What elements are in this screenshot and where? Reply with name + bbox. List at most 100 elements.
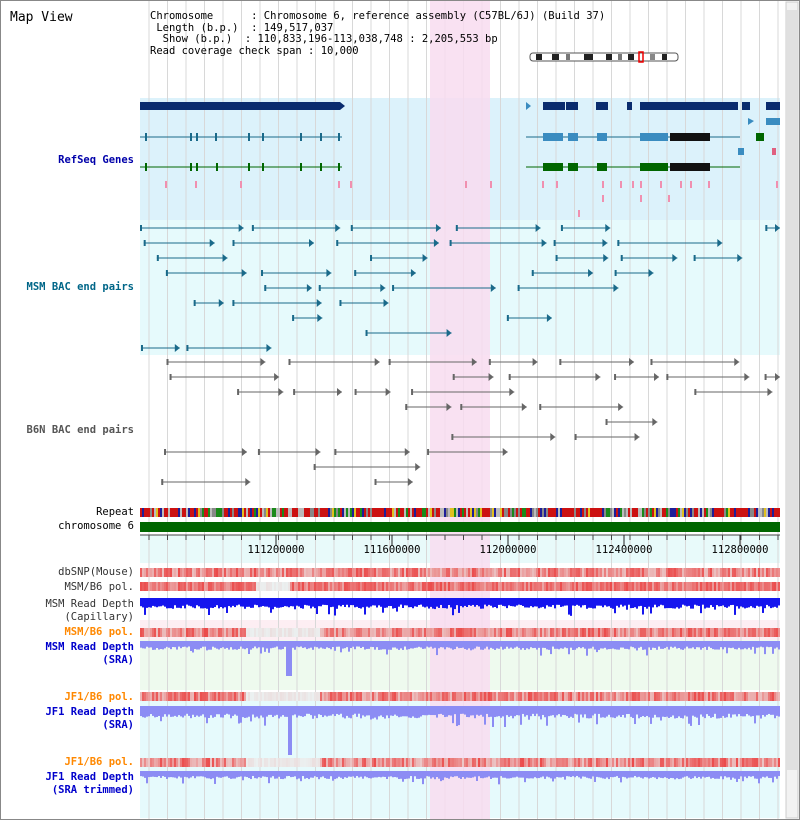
polymorphism-mark [306, 758, 308, 767]
polymorphism-mark [390, 758, 392, 767]
polymorphism-mark [472, 568, 474, 577]
read-depth-bar [410, 771, 412, 777]
polymorphism-mark [378, 692, 380, 701]
track-label-repeat[interactable]: Repeat [96, 506, 134, 518]
polymorphism-mark [294, 628, 296, 637]
read-depth-bar [390, 706, 392, 716]
polymorphism-mark [208, 582, 210, 591]
read-depth-bar [328, 598, 330, 615]
polymorphism-mark [458, 692, 460, 701]
polymorphism-mark [334, 582, 336, 591]
polymorphism-mark [322, 568, 324, 577]
polymorphism-mark [404, 758, 406, 767]
polymorphism-mark [448, 582, 450, 591]
polymorphism-mark [744, 692, 746, 701]
read-depth-bar [442, 598, 444, 609]
track-label-jf1-depth-sra[interactable]: JF1 Read Depth [45, 706, 134, 718]
track-label-msm-depth-sra[interactable]: MSM Read Depth [45, 641, 134, 653]
polymorphism-mark [196, 692, 198, 701]
polymorphism-mark [434, 582, 436, 591]
polymorphism-mark [204, 758, 206, 767]
polymorphism-mark [736, 628, 738, 637]
read-depth-bar [490, 598, 492, 606]
read-depth-bar [454, 641, 456, 650]
read-depth-bar [476, 771, 478, 781]
polymorphism-mark [544, 758, 546, 767]
polymorphism-mark [626, 582, 628, 591]
track-label-b6n-bac[interactable]: B6N BAC end pairs [26, 424, 134, 436]
polymorphism-mark [450, 692, 452, 701]
polymorphism-mark [418, 758, 420, 767]
read-depth-bar [200, 598, 202, 609]
read-depth-bar [638, 706, 640, 719]
read-depth-bar [256, 706, 258, 717]
track-label-refseq[interactable]: RefSeq Genes [58, 154, 134, 166]
polymorphism-mark [764, 758, 766, 767]
read-depth-bar [746, 706, 748, 714]
read-depth-bar [750, 598, 752, 607]
polymorphism-mark [650, 758, 652, 767]
polymorphism-mark [456, 568, 458, 577]
polymorphism-mark [648, 628, 650, 637]
track-label-jf1-b6-pol-2[interactable]: JF1/B6 pol. [64, 756, 134, 768]
track-label-chromosome[interactable]: chromosome 6 [58, 520, 134, 532]
scrollbar-thumb[interactable] [787, 10, 797, 770]
polymorphism-mark [338, 628, 340, 637]
read-depth-bar [342, 598, 344, 605]
polymorphism-mark [666, 758, 668, 767]
track-label-msm-bac[interactable]: MSM BAC end pairs [26, 281, 134, 293]
track-label-msm-b6-pol-1[interactable]: MSM/B6 pol. [64, 581, 134, 593]
bac-end-arrow [404, 448, 410, 456]
read-depth-bar [716, 641, 718, 650]
vertical-scrollbar[interactable] [785, 1, 799, 819]
polymorphism-mark [358, 758, 360, 767]
read-depth-bar [772, 598, 774, 608]
read-depth-bar [686, 706, 688, 717]
bac-end-arrow [471, 358, 477, 366]
read-depth-bar [774, 598, 776, 607]
read-depth-bar [574, 598, 576, 606]
polymorphism-mark [394, 692, 396, 701]
polymorphism-mark [294, 582, 296, 591]
polymorphism-mark [740, 568, 742, 577]
polymorphism-mark [180, 692, 182, 701]
polymorphism-mark [496, 758, 498, 767]
repeat-mark [190, 508, 192, 517]
read-depth-bar [698, 598, 700, 606]
polymorphism-mark [590, 582, 592, 591]
polymorphism-mark [594, 568, 596, 577]
polymorphism-mark [724, 692, 726, 701]
read-depth-bar [280, 641, 282, 650]
polymorphism-mark [198, 758, 200, 767]
track-label-jf1-depth-trim[interactable]: JF1 Read Depth [45, 771, 134, 783]
polymorphism-mark [478, 568, 480, 577]
track-label-msm-b6-pol-2[interactable]: MSM/B6 pol. [64, 626, 134, 638]
read-depth-bar [392, 641, 394, 648]
read-depth-bar [358, 641, 360, 647]
polymorphism-mark [756, 692, 758, 701]
read-depth-bar [474, 706, 476, 719]
repeat-mark [236, 508, 238, 517]
polymorphism-mark [476, 582, 478, 591]
polymorphism-mark [392, 628, 394, 637]
polymorphism-mark [286, 568, 288, 577]
polymorphism-mark [152, 628, 154, 637]
read-depth-bar [266, 706, 268, 717]
read-depth-bar [358, 771, 360, 778]
polymorphism-mark [464, 758, 466, 767]
read-depth-bar [246, 598, 248, 607]
track-label-msm-depth-capillary[interactable]: MSM Read Depth [45, 598, 134, 610]
polymorphism-mark [606, 582, 608, 591]
polymorphism-mark [170, 758, 172, 767]
read-depth-bar [486, 706, 488, 714]
repeat-mark [242, 508, 244, 517]
repeat-mark [558, 508, 560, 517]
polymorphism-mark [176, 568, 178, 577]
track-label-jf1-b6-pol-1[interactable]: JF1/B6 pol. [64, 691, 134, 703]
polymorphism-mark [658, 568, 660, 577]
polymorphism-mark [298, 582, 300, 591]
track-label-dbsnp[interactable]: dbSNP(Mouse) [58, 566, 134, 578]
read-depth-bar [586, 771, 588, 778]
read-depth-bar [544, 598, 546, 609]
